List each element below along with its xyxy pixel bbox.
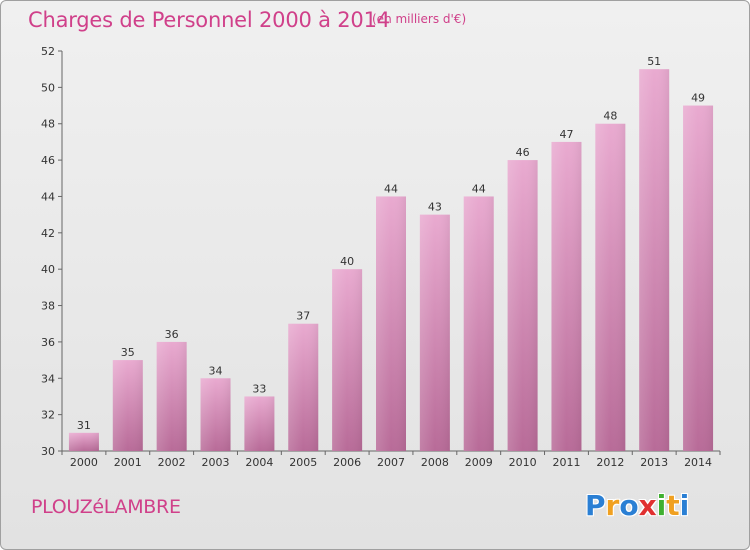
bar-sheen xyxy=(419,214,450,451)
bar-value-label: 43 xyxy=(428,201,442,214)
y-tick-label: 48 xyxy=(41,118,55,131)
x-tick-label: 2004 xyxy=(245,456,273,469)
bar-sheen xyxy=(200,378,231,451)
y-tick-label: 50 xyxy=(41,81,55,94)
y-tick-label: 36 xyxy=(41,336,55,349)
logo-letter: o xyxy=(619,489,639,522)
bar-sheen xyxy=(288,323,319,451)
x-tick-label: 2009 xyxy=(465,456,493,469)
x-tick-label: 2010 xyxy=(509,456,537,469)
y-tick-label: 32 xyxy=(41,409,55,422)
bar-sheen xyxy=(639,69,670,451)
x-tick-label: 2011 xyxy=(552,456,580,469)
logo-letter: r xyxy=(605,489,620,522)
bar-value-label: 31 xyxy=(77,419,91,432)
y-tick-label: 46 xyxy=(41,154,55,167)
y-tick-label: 34 xyxy=(41,372,55,385)
bar-value-label: 44 xyxy=(384,182,398,195)
x-tick-label: 2008 xyxy=(421,456,449,469)
x-tick-label: 2012 xyxy=(596,456,624,469)
bar-sheen xyxy=(551,141,582,451)
bar-value-label: 47 xyxy=(559,128,573,141)
x-tick-label: 2013 xyxy=(640,456,668,469)
commune-name: PLOUZéLAMBRE xyxy=(31,496,181,518)
y-tick-label: 44 xyxy=(41,190,55,203)
bar-value-label: 48 xyxy=(603,110,617,123)
y-tick-label: 30 xyxy=(41,445,55,458)
logo-letter: P xyxy=(585,489,606,522)
bar-sheen xyxy=(68,432,99,451)
bar-value-label: 49 xyxy=(691,92,705,105)
chart-bars xyxy=(68,69,714,452)
chart-labels: 2000 31 2001 35 2002 36 2003 34 2004 33 2005 37 2006… xyxy=(70,55,712,469)
x-tick-label: 2005 xyxy=(289,456,317,469)
bar-value-label: 35 xyxy=(121,346,135,359)
x-tick-label: 2000 xyxy=(70,456,98,469)
chart-title: Charges de Personnel 2000 à 2014 xyxy=(28,8,390,32)
x-tick-label: 2001 xyxy=(114,456,142,469)
logo-letter: i xyxy=(679,489,690,522)
bar-sheen xyxy=(332,269,363,451)
proxiti-logo[interactable]: Proxiti xyxy=(585,489,689,522)
bar-sheen xyxy=(507,160,538,451)
bar-sheen xyxy=(595,123,626,452)
bar-value-label: 34 xyxy=(209,364,223,377)
bar-value-label: 44 xyxy=(472,182,486,195)
bar-sheen xyxy=(244,396,275,451)
bar-value-label: 51 xyxy=(647,55,661,68)
bar-value-label: 46 xyxy=(516,146,530,159)
x-tick-label: 2003 xyxy=(202,456,230,469)
chart-axes: 30 32 34 36 38 40 42 44 46 48 50 52 xyxy=(41,45,721,458)
y-tick-label: 42 xyxy=(41,227,55,240)
bar-sheen xyxy=(376,196,406,451)
bar-value-label: 36 xyxy=(165,328,179,341)
logo-letter: t xyxy=(666,489,680,522)
x-tick-label: 2007 xyxy=(377,456,405,469)
x-tick-label: 2006 xyxy=(333,456,361,469)
chart-subtitle: (en milliers d'€) xyxy=(372,12,467,26)
logo-letter: i xyxy=(656,489,667,522)
bar-value-label: 33 xyxy=(252,382,266,395)
x-tick-label: 2014 xyxy=(684,456,712,469)
bar-sheen xyxy=(112,360,143,451)
y-tick-label: 52 xyxy=(41,45,55,58)
bar-value-label: 37 xyxy=(296,310,310,323)
bar-sheen xyxy=(463,196,494,451)
bar-sheen xyxy=(156,341,187,451)
bar-value-label: 40 xyxy=(340,255,354,268)
y-tick-label: 40 xyxy=(41,263,55,276)
y-tick-label: 38 xyxy=(41,300,55,313)
logo-letter: x xyxy=(638,489,657,522)
bar-sheen xyxy=(683,105,714,451)
x-tick-label: 2002 xyxy=(158,456,186,469)
